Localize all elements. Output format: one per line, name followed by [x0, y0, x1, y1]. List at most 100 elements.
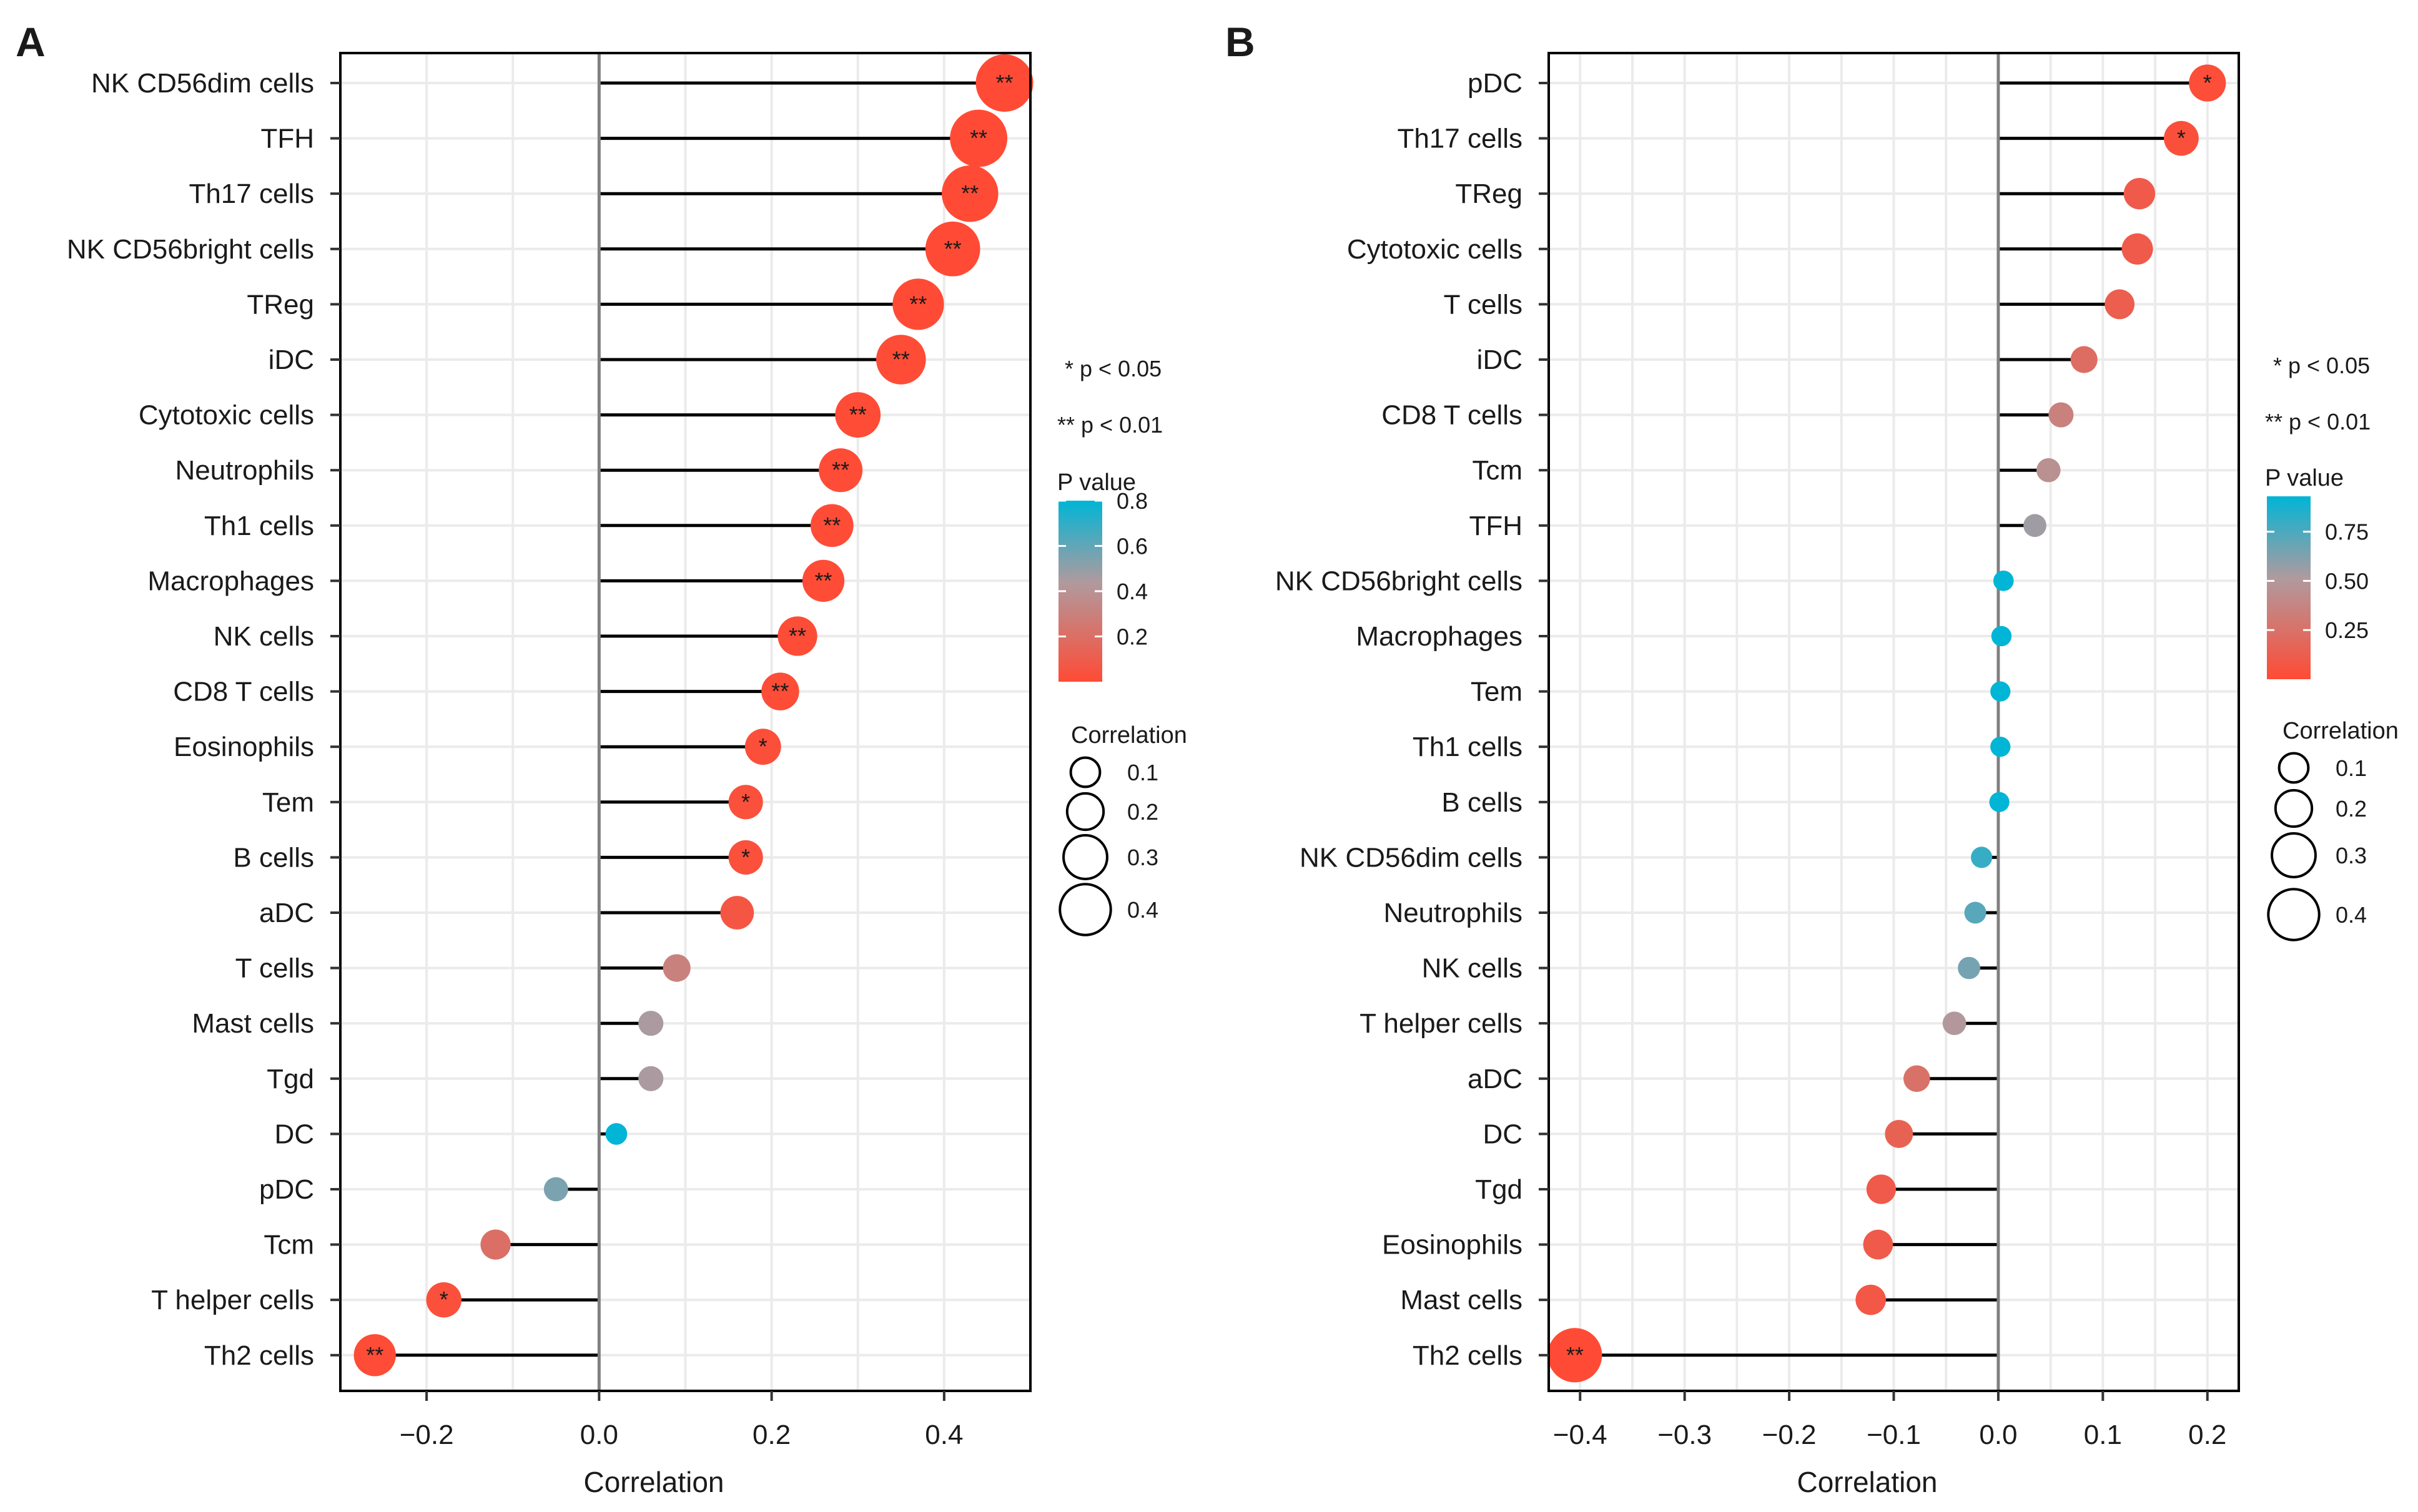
significance-mark: **	[832, 457, 849, 483]
panel-b-significance-marks: ****	[1566, 70, 2212, 1368]
colorbar-tick-label: 0.6	[1117, 534, 1148, 559]
size-legend-label: 0.4	[2336, 902, 2367, 928]
y-tick-label: NK cells	[214, 621, 314, 652]
y-tick-label: Eosinophils	[1382, 1230, 1522, 1260]
y-tick-label: Tcm	[264, 1230, 314, 1260]
y-tick-label: pDC	[259, 1174, 314, 1205]
significance-mark: *	[2203, 70, 2212, 96]
dot	[1991, 626, 2012, 647]
y-tick-label: T cells	[1444, 289, 1522, 320]
dot	[1547, 1328, 1602, 1383]
panel-a-dots	[353, 54, 1034, 1377]
significance-mark: **	[849, 402, 867, 428]
x-tick-label: −0.2	[400, 1420, 454, 1450]
y-tick-label: Macrophages	[1356, 621, 1522, 652]
y-tick-label: Tgd	[267, 1064, 314, 1094]
y-tick-label: Th1 cells	[1413, 732, 1522, 762]
dot	[720, 896, 754, 930]
dot	[638, 1011, 664, 1036]
size-legend-label: 0.3	[2336, 843, 2367, 868]
y-tick-label: Tem	[1471, 677, 1522, 707]
panel-a-note-p05: * p < 0.05	[1065, 356, 1162, 381]
y-tick-label: T helper cells	[1360, 1008, 1522, 1039]
dot	[1990, 737, 2011, 757]
colorbar-tick-label: 0.4	[1117, 579, 1148, 604]
y-tick-label: B cells	[233, 842, 314, 873]
panel-a-label: A	[16, 19, 46, 65]
significance-mark: **	[1566, 1342, 1584, 1368]
panel-b-note-p05: * p < 0.05	[2273, 353, 2370, 378]
significance-mark: **	[996, 70, 1014, 96]
dot	[942, 165, 999, 222]
y-tick-label: TFH	[260, 124, 314, 154]
colorbar-tick-label: 0.50	[2325, 568, 2369, 594]
colorbar-tick-label: 0.75	[2325, 519, 2369, 545]
dot	[1993, 571, 2014, 591]
size-legend-circle	[2267, 888, 2321, 941]
dot	[663, 954, 691, 982]
dot	[925, 221, 980, 277]
dot	[1971, 847, 1993, 868]
significance-mark: **	[909, 291, 927, 317]
dot	[2070, 346, 2098, 373]
dot	[638, 1066, 664, 1091]
panel-b-x-axis-label: Correlation	[1797, 1466, 1938, 1498]
colorbar-tick-label: 0.2	[1117, 624, 1148, 650]
panel-b-x-ticks: −0.4 −0.3 −0.2 −0.1 0.0 0.1 0.2	[1553, 1391, 2226, 1450]
dot	[835, 392, 881, 438]
size-legend-label: 0.1	[1127, 760, 1158, 785]
y-tick-label: DC	[274, 1119, 314, 1149]
y-tick-label: aDC	[1468, 1064, 1522, 1094]
y-tick-label: TReg	[1455, 179, 1522, 209]
dot	[975, 54, 1034, 112]
dot	[810, 504, 854, 547]
panel-a-plot-frame	[339, 52, 1032, 1392]
dot	[543, 1177, 568, 1202]
y-tick-label: NK cells	[1422, 953, 1522, 984]
dot	[1964, 901, 1986, 924]
dot	[1990, 681, 2011, 702]
dot	[1989, 792, 2010, 812]
dot	[728, 785, 763, 820]
y-tick-label: iDC	[269, 345, 314, 375]
dot	[1903, 1065, 1930, 1092]
y-tick-label: Th2 cells	[204, 1340, 314, 1371]
size-legend-circle	[1069, 756, 1102, 788]
dot	[802, 559, 845, 602]
panel-a-x-ticks: −0.2 0.0 0.2 0.4	[400, 1391, 963, 1450]
panel-a-size-legend: 0.1 0.2 0.3 0.4	[1058, 756, 1158, 936]
significance-mark: **	[892, 346, 910, 372]
dot	[426, 1282, 461, 1318]
panel-a-stems	[375, 81, 1005, 1357]
dot	[2048, 402, 2074, 428]
dot	[2164, 120, 2199, 156]
dot	[819, 448, 863, 493]
size-legend-label: 0.1	[2336, 755, 2367, 781]
dot	[761, 672, 799, 710]
y-tick-label: Th1 cells	[204, 511, 314, 541]
significance-mark: *	[741, 789, 750, 815]
panel-a-y-labels: NK CD56dim cells TFH Th17 cells NK CD56brig…	[67, 68, 340, 1371]
dot	[353, 1334, 396, 1377]
x-tick-label: −0.3	[1657, 1420, 1712, 1450]
size-legend-label: 0.2	[2336, 796, 2367, 822]
x-tick-label: −0.2	[1762, 1420, 1817, 1450]
y-tick-label: T helper cells	[151, 1285, 314, 1315]
dot	[744, 729, 781, 765]
y-tick-label: iDC	[1477, 345, 1522, 375]
panel-b-size-legend-title: Correlation	[2282, 718, 2399, 744]
y-tick-label: Th17 cells	[1397, 124, 1522, 154]
significance-mark: *	[741, 844, 750, 870]
significance-mark: *	[759, 734, 767, 759]
y-tick-label: CD8 T cells	[173, 677, 314, 707]
x-tick-label: 0.2	[753, 1420, 791, 1450]
size-legend-circle	[2277, 752, 2310, 784]
y-tick-label: Macrophages	[147, 566, 314, 596]
dot	[2123, 178, 2156, 210]
panel-b-grid	[1549, 53, 2239, 1391]
y-tick-label: NK CD56dim cells	[91, 68, 314, 99]
dot	[480, 1229, 511, 1260]
significance-mark: **	[961, 180, 979, 206]
y-tick-label: Tem	[262, 787, 314, 818]
